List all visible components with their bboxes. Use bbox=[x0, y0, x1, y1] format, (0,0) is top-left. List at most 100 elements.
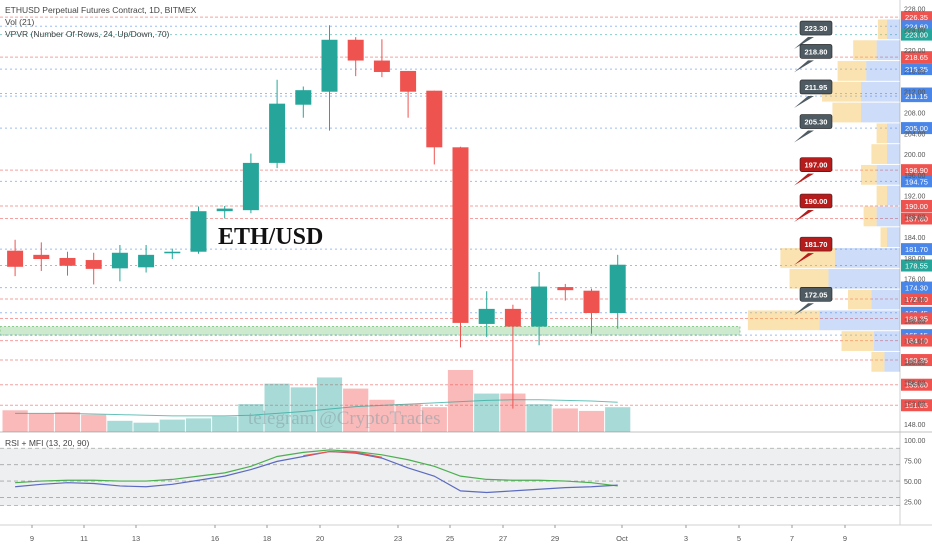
candle-body[interactable] bbox=[111, 252, 128, 269]
callout-box[interactable] bbox=[799, 79, 833, 95]
time-tick-label[interactable]: 29 bbox=[551, 534, 559, 543]
price-tick-label[interactable]: 228.00 bbox=[904, 7, 926, 14]
callout-box[interactable] bbox=[799, 114, 833, 129]
price-tick-label[interactable]: 164.00 bbox=[904, 339, 926, 346]
vpvr-indicator-label[interactable]: VPVR (Number Of Rows, 24, Up/Down, 70) bbox=[5, 29, 170, 39]
time-tick-label[interactable]: Oct bbox=[616, 534, 629, 543]
price-tick-label[interactable]: 156.00 bbox=[904, 381, 926, 388]
price-callouts[interactable]: 223.30 218.80 211.95 205.30 197.00 190.00 181.… bbox=[794, 20, 833, 316]
price-tick-label[interactable]: 180.00 bbox=[904, 256, 926, 263]
price-level-label[interactable]: 155.60 bbox=[905, 381, 928, 390]
price-tick-label[interactable]: 168.00 bbox=[904, 318, 926, 325]
candle-body[interactable] bbox=[557, 287, 574, 291]
callout-label[interactable]: 181.70 bbox=[805, 240, 828, 249]
candle-body[interactable] bbox=[321, 39, 338, 92]
candle-body[interactable] bbox=[269, 103, 286, 163]
price-level-label[interactable]: 211.15 bbox=[905, 92, 927, 101]
candle-body[interactable] bbox=[190, 211, 207, 252]
time-tick-label[interactable]: 9 bbox=[30, 534, 34, 543]
price-level-label[interactable]: 187.60 bbox=[905, 214, 928, 223]
callout-label[interactable]: 172.05 bbox=[805, 290, 828, 299]
candle-body[interactable] bbox=[7, 250, 24, 267]
price-level-label[interactable]: 226.35 bbox=[905, 13, 928, 22]
candle-body[interactable] bbox=[295, 90, 312, 105]
rsi-mfi-panel[interactable] bbox=[0, 447, 900, 507]
time-tick-label[interactable]: 27 bbox=[499, 534, 507, 543]
time-tick-label[interactable]: 7 bbox=[790, 534, 794, 543]
time-tick-label[interactable]: 11 bbox=[80, 534, 88, 543]
price-tick-label[interactable]: 152.00 bbox=[904, 401, 926, 408]
price-level-label[interactable]: 168.35 bbox=[905, 314, 928, 323]
price-level-label[interactable]: 178.55 bbox=[905, 261, 928, 270]
candle-body[interactable] bbox=[452, 147, 469, 323]
callout-box[interactable] bbox=[799, 20, 833, 36]
price-level-label[interactable]: 151.65 bbox=[905, 401, 928, 410]
callout-box[interactable] bbox=[799, 193, 833, 209]
callout-label[interactable]: 218.80 bbox=[805, 47, 828, 56]
rsi-series-rsi_overbought[interactable] bbox=[303, 450, 383, 458]
candle-body[interactable] bbox=[478, 308, 495, 324]
callout-label[interactable]: 190.00 bbox=[805, 197, 828, 206]
price-level-label[interactable]: 181.70 bbox=[905, 245, 928, 254]
callout-label[interactable]: 223.30 bbox=[805, 24, 828, 33]
candle-body[interactable] bbox=[400, 70, 417, 92]
price-level-label[interactable]: 218.65 bbox=[905, 53, 928, 62]
time-tick-label[interactable]: 18 bbox=[263, 534, 271, 543]
price-tick-label[interactable]: 196.00 bbox=[904, 173, 926, 180]
price-level-label[interactable]: 190.00 bbox=[905, 202, 928, 211]
rsi-tick-label[interactable]: 75.00 bbox=[904, 459, 922, 466]
callout-box[interactable] bbox=[799, 236, 833, 252]
price-tick-label[interactable]: 220.00 bbox=[904, 48, 926, 55]
price-tick-label[interactable]: 184.00 bbox=[904, 235, 926, 242]
price-level-label[interactable]: 174.30 bbox=[905, 284, 928, 293]
time-axis[interactable]: 9 11 13 16 18 20 23 25 27 29 Oct 3 5 7 9 bbox=[30, 525, 847, 543]
price-level-label[interactable]: 216.35 bbox=[905, 65, 928, 74]
time-tick-label[interactable]: 16 bbox=[211, 534, 219, 543]
price-level-label[interactable]: 223.00 bbox=[905, 31, 928, 40]
time-tick-label[interactable]: 23 bbox=[394, 534, 402, 543]
rsi-axis[interactable]: 100.00 75.00 50.00 25.00 bbox=[904, 438, 926, 506]
time-tick-label[interactable]: 20 bbox=[316, 534, 324, 543]
candle-body[interactable] bbox=[85, 260, 102, 269]
price-tick-label[interactable]: 216.00 bbox=[904, 69, 926, 76]
callout-label[interactable]: 205.30 bbox=[805, 118, 828, 127]
symbol-title[interactable]: ETHUSD Perpetual Futures Contract, 1D, B… bbox=[5, 5, 197, 15]
time-tick-label[interactable]: 3 bbox=[684, 534, 688, 543]
candle-body[interactable] bbox=[164, 251, 181, 254]
volume-indicator-label[interactable]: Vol (21) bbox=[5, 17, 34, 27]
price-level-label[interactable]: 160.35 bbox=[905, 356, 928, 365]
time-tick-label[interactable]: 9 bbox=[843, 534, 847, 543]
rsi-tick-label[interactable]: 100.00 bbox=[904, 438, 926, 445]
time-tick-label[interactable]: 25 bbox=[446, 534, 454, 543]
time-tick-label[interactable]: 13 bbox=[132, 534, 140, 543]
price-tick-label[interactable]: 148.00 bbox=[904, 422, 926, 429]
candle-body[interactable] bbox=[609, 264, 626, 314]
price-tick-label[interactable]: 200.00 bbox=[904, 152, 926, 159]
candle-body[interactable] bbox=[138, 254, 155, 268]
candle-body[interactable] bbox=[216, 208, 233, 212]
candle-body[interactable] bbox=[242, 162, 259, 211]
price-tick-label[interactable]: 160.00 bbox=[904, 360, 926, 367]
price-tick-label[interactable]: 172.00 bbox=[904, 298, 926, 305]
rsi-tick-label[interactable]: 50.00 bbox=[904, 479, 922, 486]
callout-label[interactable]: 197.00 bbox=[805, 161, 828, 170]
candle-body[interactable] bbox=[373, 60, 390, 72]
rsi-indicator-label[interactable]: RSI + MFI (13, 20, 90) bbox=[5, 438, 89, 448]
price-level-label[interactable]: 205.00 bbox=[905, 124, 928, 133]
price-tick-label[interactable]: 188.00 bbox=[904, 214, 926, 221]
price-level-label[interactable]: 224.60 bbox=[905, 22, 928, 31]
rsi-tick-label[interactable]: 25.00 bbox=[904, 500, 922, 507]
price-level-label[interactable]: 164.10 bbox=[905, 337, 928, 346]
callout-label[interactable]: 211.95 bbox=[805, 83, 828, 92]
price-level-label[interactable]: 196.90 bbox=[905, 166, 928, 175]
candle-body[interactable] bbox=[33, 254, 50, 260]
price-tick-label[interactable]: 208.00 bbox=[904, 111, 926, 118]
price-tick-label[interactable]: 224.00 bbox=[904, 27, 926, 34]
price-axis[interactable]: 226.35224.60223.00218.65216.35211.65211.… bbox=[901, 7, 932, 430]
price-level-label[interactable]: 172.10 bbox=[905, 295, 928, 304]
callout-box[interactable] bbox=[799, 286, 833, 302]
price-tick-label[interactable]: 204.00 bbox=[904, 131, 926, 138]
candle-body[interactable] bbox=[531, 286, 548, 327]
candle-body[interactable] bbox=[347, 39, 364, 61]
